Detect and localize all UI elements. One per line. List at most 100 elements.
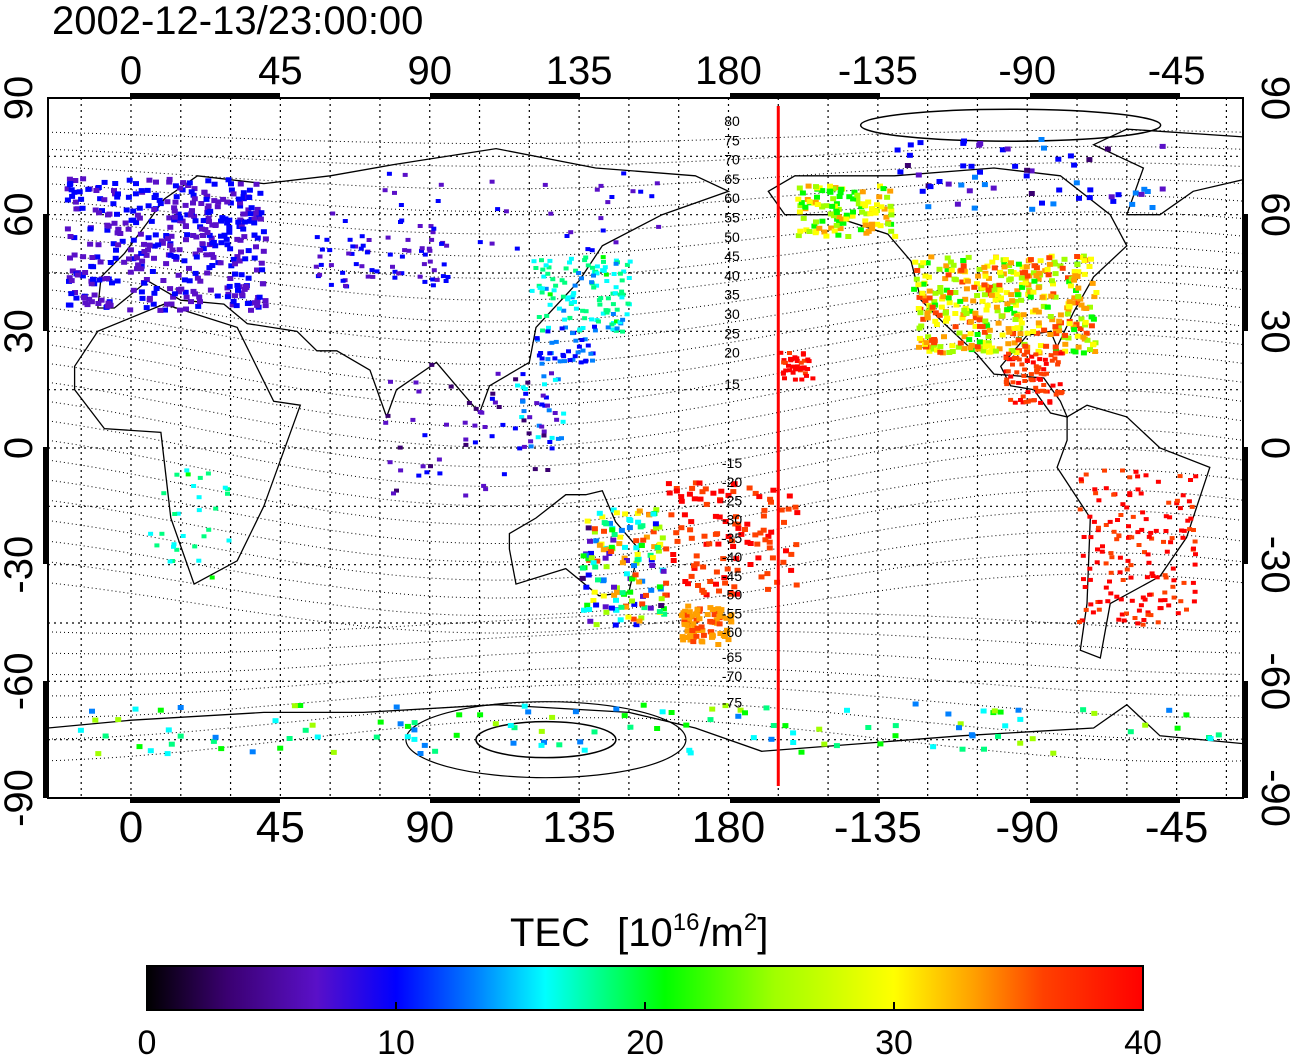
frame-bar-left — [43, 447, 48, 564]
tec-cell — [1053, 331, 1060, 337]
tec-cell — [592, 324, 597, 329]
tec-cell — [763, 705, 770, 711]
south-pole-contour — [475, 720, 617, 759]
tec-cell — [673, 530, 680, 536]
tec-cell — [201, 189, 208, 195]
tec-cell — [1075, 285, 1082, 291]
tec-cell — [1192, 562, 1198, 567]
tec-cell — [1167, 515, 1173, 520]
left-tick-label: 90 — [0, 76, 41, 121]
tec-cell — [139, 258, 146, 264]
tec-cell — [788, 551, 795, 557]
tec-cell — [545, 357, 551, 362]
tec-cell — [144, 187, 151, 193]
tec-cell — [788, 567, 795, 573]
tec-cell — [1040, 388, 1045, 393]
tec-cell — [923, 340, 930, 346]
tec-cell — [837, 190, 844, 196]
tec-cell — [369, 268, 375, 273]
tec-cell — [1027, 257, 1034, 263]
tec-cell — [536, 283, 542, 288]
tec-cell — [1159, 143, 1166, 149]
tec-cell — [548, 211, 554, 216]
colorbar-tick-label: 40 — [1124, 1024, 1162, 1057]
tec-cell — [916, 344, 922, 350]
tec-cell — [997, 709, 1004, 715]
tec-cell — [964, 278, 971, 284]
tec-cell — [171, 205, 178, 211]
tec-cell — [934, 347, 940, 353]
contour-label: 35 — [724, 287, 740, 303]
tec-cell — [399, 254, 405, 259]
tec-cell — [796, 209, 803, 215]
tec-cell — [232, 271, 239, 277]
tec-cell — [611, 532, 618, 537]
tec-cell — [790, 364, 796, 369]
tec-cell — [1096, 498, 1102, 503]
tec-cell — [819, 188, 826, 194]
contour-label: 60 — [724, 190, 740, 206]
north-pole-contour — [859, 108, 1162, 142]
bottom-tick-label: 135 — [542, 803, 615, 852]
tec-cell — [589, 317, 595, 322]
tec-cell — [640, 537, 647, 543]
tec-cell — [143, 277, 150, 282]
tec-cell — [547, 351, 553, 356]
tec-cell — [237, 237, 244, 243]
tec-cell — [177, 185, 183, 191]
tec-cell — [1129, 201, 1136, 207]
tec-cell — [687, 527, 694, 533]
tec-cell — [600, 311, 606, 316]
left-tick-label: -90 — [0, 769, 41, 827]
tec-cell — [758, 574, 765, 580]
tec-cell — [119, 238, 126, 244]
tec-cell — [1019, 264, 1026, 270]
tec-cell — [67, 181, 74, 187]
tec-cell — [567, 358, 573, 363]
tec-cell — [734, 591, 741, 597]
tec-cell — [541, 274, 547, 279]
tec-cell — [172, 183, 179, 189]
tec-cell — [346, 251, 352, 256]
tec-cell — [972, 310, 979, 316]
tec-cell — [238, 222, 245, 228]
tec-cell — [583, 584, 590, 590]
tec-cell — [735, 525, 742, 531]
tec-cell — [526, 431, 532, 436]
colorbar: TEC [1016/m2] 0 10 20 30 40 — [138, 909, 1162, 1057]
tec-cell — [843, 212, 850, 218]
tec-cell — [785, 506, 792, 512]
tec-cell — [731, 584, 738, 590]
tec-cell — [439, 241, 445, 246]
right-tick-label: 0 — [1253, 437, 1292, 459]
tec-cell — [972, 174, 978, 180]
tec-cell — [114, 194, 121, 200]
tec-cell — [712, 513, 719, 519]
tec-cell — [1107, 519, 1113, 524]
tec-cell — [782, 376, 787, 381]
tec-cell — [860, 201, 867, 207]
tec-cell — [819, 204, 826, 210]
tec-cell — [1074, 333, 1081, 339]
tec-cell — [545, 271, 551, 276]
tec-cell — [869, 226, 876, 232]
tec-cell — [984, 302, 991, 308]
tec-cell — [94, 254, 101, 260]
tec-cell — [579, 338, 585, 342]
tec-cell — [260, 229, 267, 235]
tec-cell — [990, 185, 997, 191]
tec-cell — [1115, 518, 1120, 522]
tec-cell — [1090, 341, 1097, 347]
tec-cell — [827, 183, 833, 189]
tec-cell — [112, 181, 119, 186]
tec-cell — [109, 280, 115, 286]
tec-cell — [223, 236, 230, 242]
tec-cell — [1091, 519, 1097, 524]
tec-cell — [171, 217, 178, 223]
tec-cell — [1052, 344, 1059, 350]
tec-cell — [854, 192, 861, 198]
tec-cell — [1191, 546, 1196, 551]
tec-cell — [799, 190, 806, 196]
tec-cell — [604, 279, 610, 283]
tec-cell — [1004, 377, 1010, 382]
